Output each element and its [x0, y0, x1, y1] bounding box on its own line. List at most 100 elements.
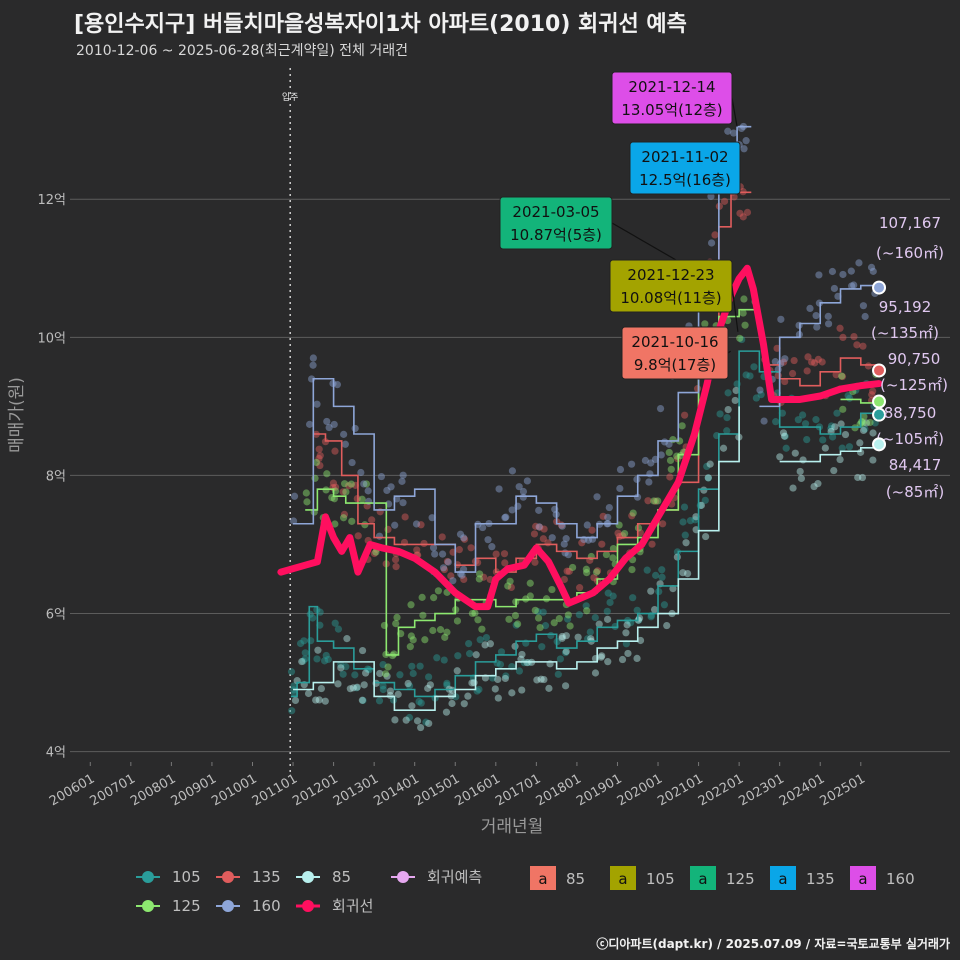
scatter-point: [616, 484, 624, 493]
scatter-point: [494, 694, 502, 702]
scatter-point: [476, 636, 484, 644]
scatter-point: [665, 440, 673, 448]
scatter-point: [657, 451, 665, 459]
scatter-point: [302, 489, 310, 497]
scatter-point: [707, 192, 715, 200]
scatter-point: [401, 513, 409, 521]
scatter-point: [562, 632, 570, 640]
scatter-point: [535, 506, 543, 514]
x-tick-label: 201101: [250, 771, 300, 809]
scatter-point: [391, 716, 399, 724]
annotation-callouts: 2021-12-14 13.05억(12층) 2021-11-02 12.5억(16층…: [499, 71, 741, 380]
scatter-point: [869, 267, 877, 275]
scatter-point: [341, 480, 349, 488]
x-tick-label: 200901: [169, 771, 219, 809]
scatter-point: [781, 432, 789, 440]
callout-leader: [731, 285, 739, 332]
scatter-point: [394, 690, 402, 698]
scatter-point: [609, 592, 617, 600]
scatter-point: [467, 544, 475, 552]
callout-value: 13.05억(12층): [621, 101, 722, 119]
scatter-point: [379, 682, 387, 690]
scatter-point: [815, 299, 824, 307]
scatter-point: [801, 420, 810, 428]
scatter-point: [660, 601, 669, 609]
scatter-point: [436, 626, 445, 634]
scatter-point: [342, 663, 350, 671]
chart-subtitle: 2010-12-06 ~ 2025-06-28(최근계약일) 전체 거래건: [76, 43, 408, 59]
scatter-point: [306, 610, 314, 618]
scatter-point: [583, 607, 591, 615]
scatter-point: [684, 570, 692, 578]
scatter-point: [351, 671, 359, 679]
end-point-value: 88,750: [884, 404, 937, 422]
scatter-point: [381, 670, 390, 678]
legend-dot-swatch: [142, 871, 154, 883]
scatter-point: [791, 449, 799, 457]
legend-dot-swatch: [222, 871, 234, 883]
scatter-point: [417, 699, 425, 707]
scatter-point: [593, 567, 602, 575]
y-tick-label: 4억: [46, 746, 66, 761]
scatter-point: [562, 535, 570, 543]
scatter-point: [301, 655, 309, 663]
x-tick-label: 201601: [453, 771, 503, 809]
scatter-point: [405, 682, 414, 690]
scatter-point: [602, 550, 611, 559]
scatter-point: [508, 506, 516, 514]
scatter-point: [465, 639, 473, 648]
scatter-point: [565, 567, 573, 575]
scatter-point: [375, 532, 384, 540]
x-tick-label: 202201: [696, 771, 746, 809]
scatter-point: [443, 557, 452, 566]
scatter-point: [475, 575, 483, 583]
scatter-point: [421, 636, 429, 644]
scatter-point: [315, 454, 323, 463]
scatter-point: [425, 719, 433, 728]
scatter-point: [331, 619, 339, 627]
scatter-point: [839, 405, 847, 413]
callout-value: 10.08억(11층): [620, 289, 721, 307]
scatter-point: [750, 363, 758, 371]
scatter-point: [518, 686, 526, 694]
scatter-point: [505, 615, 513, 623]
scatter-point: [443, 628, 451, 636]
scatter-point: [492, 550, 500, 558]
scatter-point: [289, 517, 298, 525]
scatter-point: [389, 696, 398, 704]
scatter-point: [456, 530, 465, 538]
scatter-point: [646, 470, 654, 478]
scatter-point: [609, 554, 617, 562]
scatter-point: [832, 371, 840, 379]
scatter-point: [364, 487, 372, 495]
callout-box: [609, 259, 733, 313]
scatter-point: [858, 418, 866, 427]
scatter-point: [325, 423, 333, 432]
end-point-value: 107,167: [879, 214, 941, 232]
scatter-point: [597, 653, 605, 661]
scatter-point: [806, 304, 814, 313]
scatter-point: [458, 571, 466, 579]
legend-box-glyph: a: [778, 870, 787, 888]
legend: 105 135 85 회귀예측 125 160 회귀선 a 85 a 105 a 125 a 135 a 160: [136, 866, 915, 915]
scatter-point: [440, 565, 449, 574]
scatter-point: [353, 684, 361, 692]
x-tick-label: 201801: [534, 771, 584, 809]
scatter-point: [409, 636, 417, 644]
x-axis-label: 거래년월: [481, 817, 544, 837]
scatter-point: [460, 700, 468, 708]
scatter-point: [542, 595, 551, 603]
scatter-point: [438, 533, 446, 541]
end-point-area: (~85㎡): [886, 483, 944, 501]
scatter-point: [756, 386, 764, 394]
scatter-point: [417, 521, 425, 529]
scatter-point: [643, 566, 651, 574]
series-line-85: [779, 444, 878, 463]
scatter-point: [379, 685, 387, 694]
scatter-point: [564, 551, 572, 559]
scatter-point: [609, 544, 618, 553]
scatter-point: [845, 443, 854, 451]
callout-leader: [731, 97, 738, 127]
callout-date: 2021-12-14: [628, 78, 715, 96]
scatter-point: [858, 417, 866, 426]
